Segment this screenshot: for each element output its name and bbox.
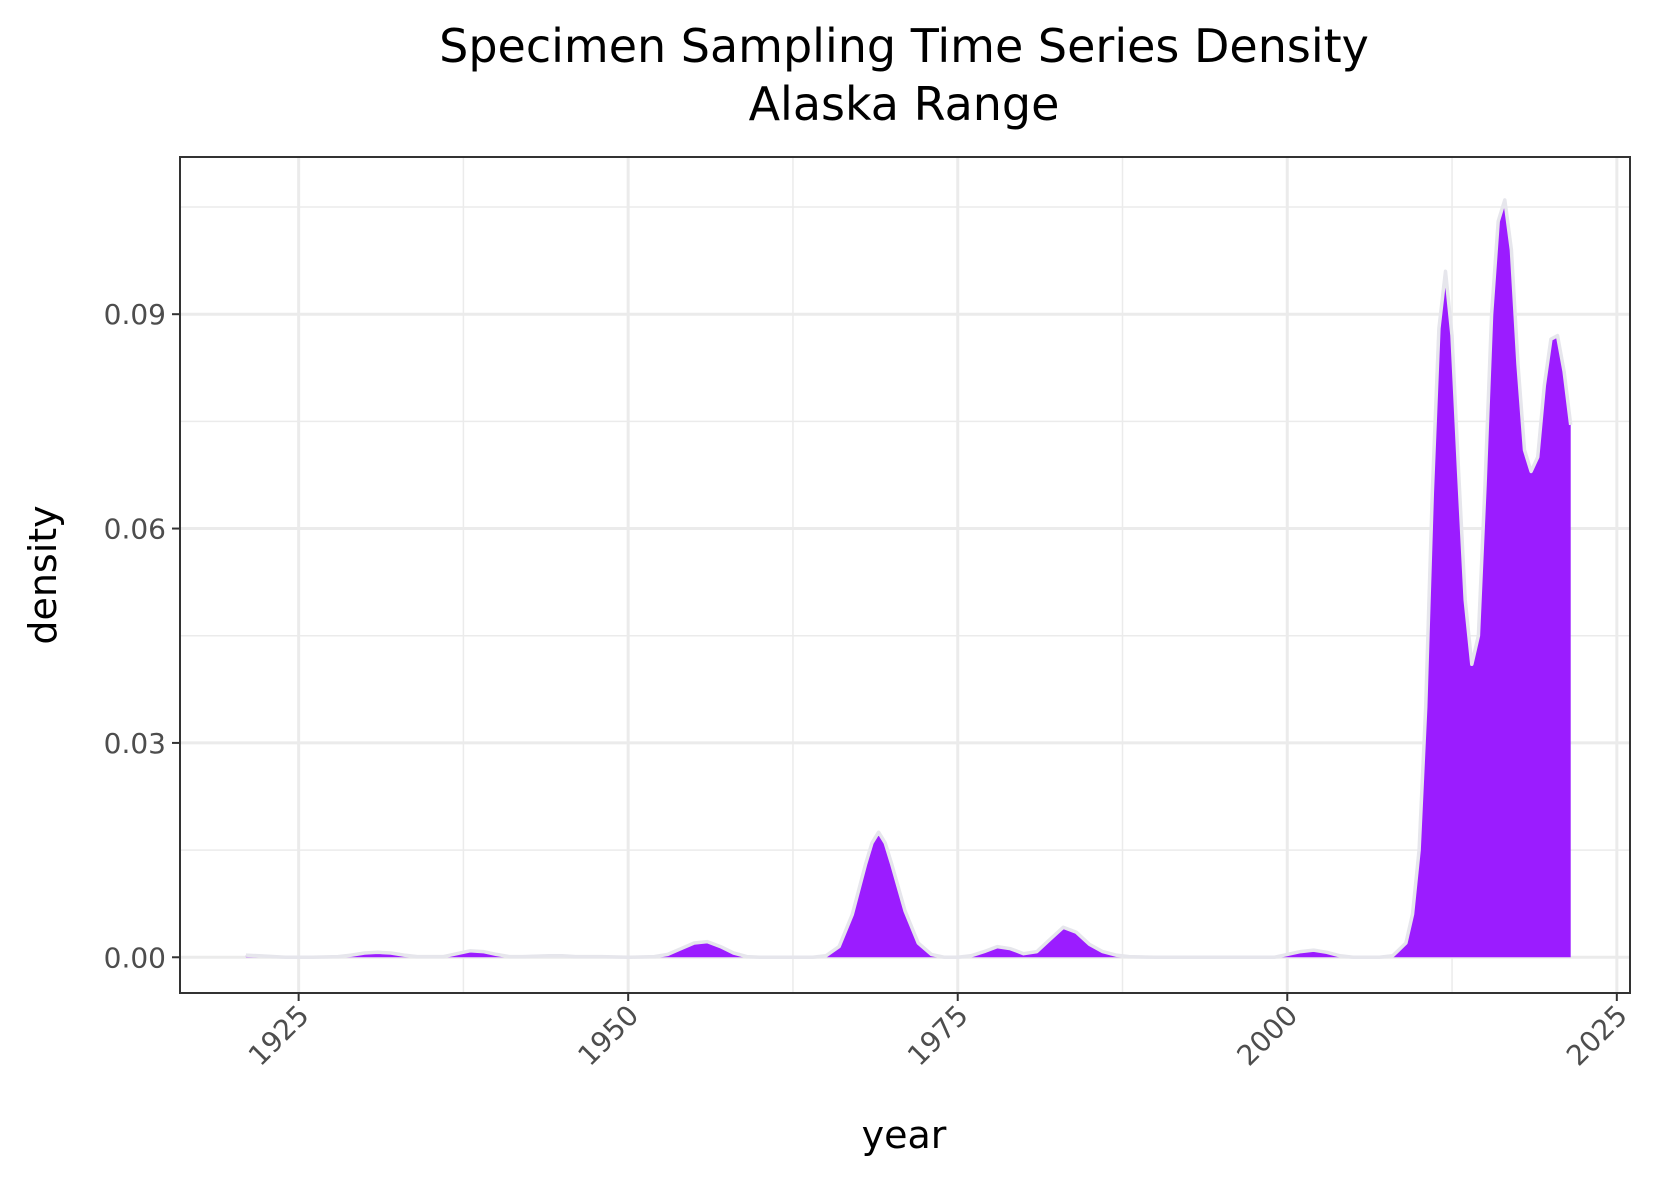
- density-area: [245, 198, 1573, 960]
- y-tick-label: 0.00: [104, 941, 166, 974]
- density-fill: [245, 199, 1571, 958]
- density-outline: [245, 198, 1573, 960]
- y-tick-label: 0.09: [104, 298, 166, 331]
- x-axis-title: year: [862, 1113, 947, 1157]
- y-axis-title: density: [21, 505, 65, 644]
- y-tick-label: 0.06: [104, 513, 166, 546]
- chart-title: Specimen Sampling Time Series Density: [439, 19, 1369, 73]
- chart-subtitle: Alaska Range: [749, 77, 1060, 131]
- y-axis: 0.00 0.03 0.06 0.09: [104, 298, 180, 974]
- y-tick-label: 0.03: [104, 727, 166, 760]
- panel-border: [179, 156, 1631, 994]
